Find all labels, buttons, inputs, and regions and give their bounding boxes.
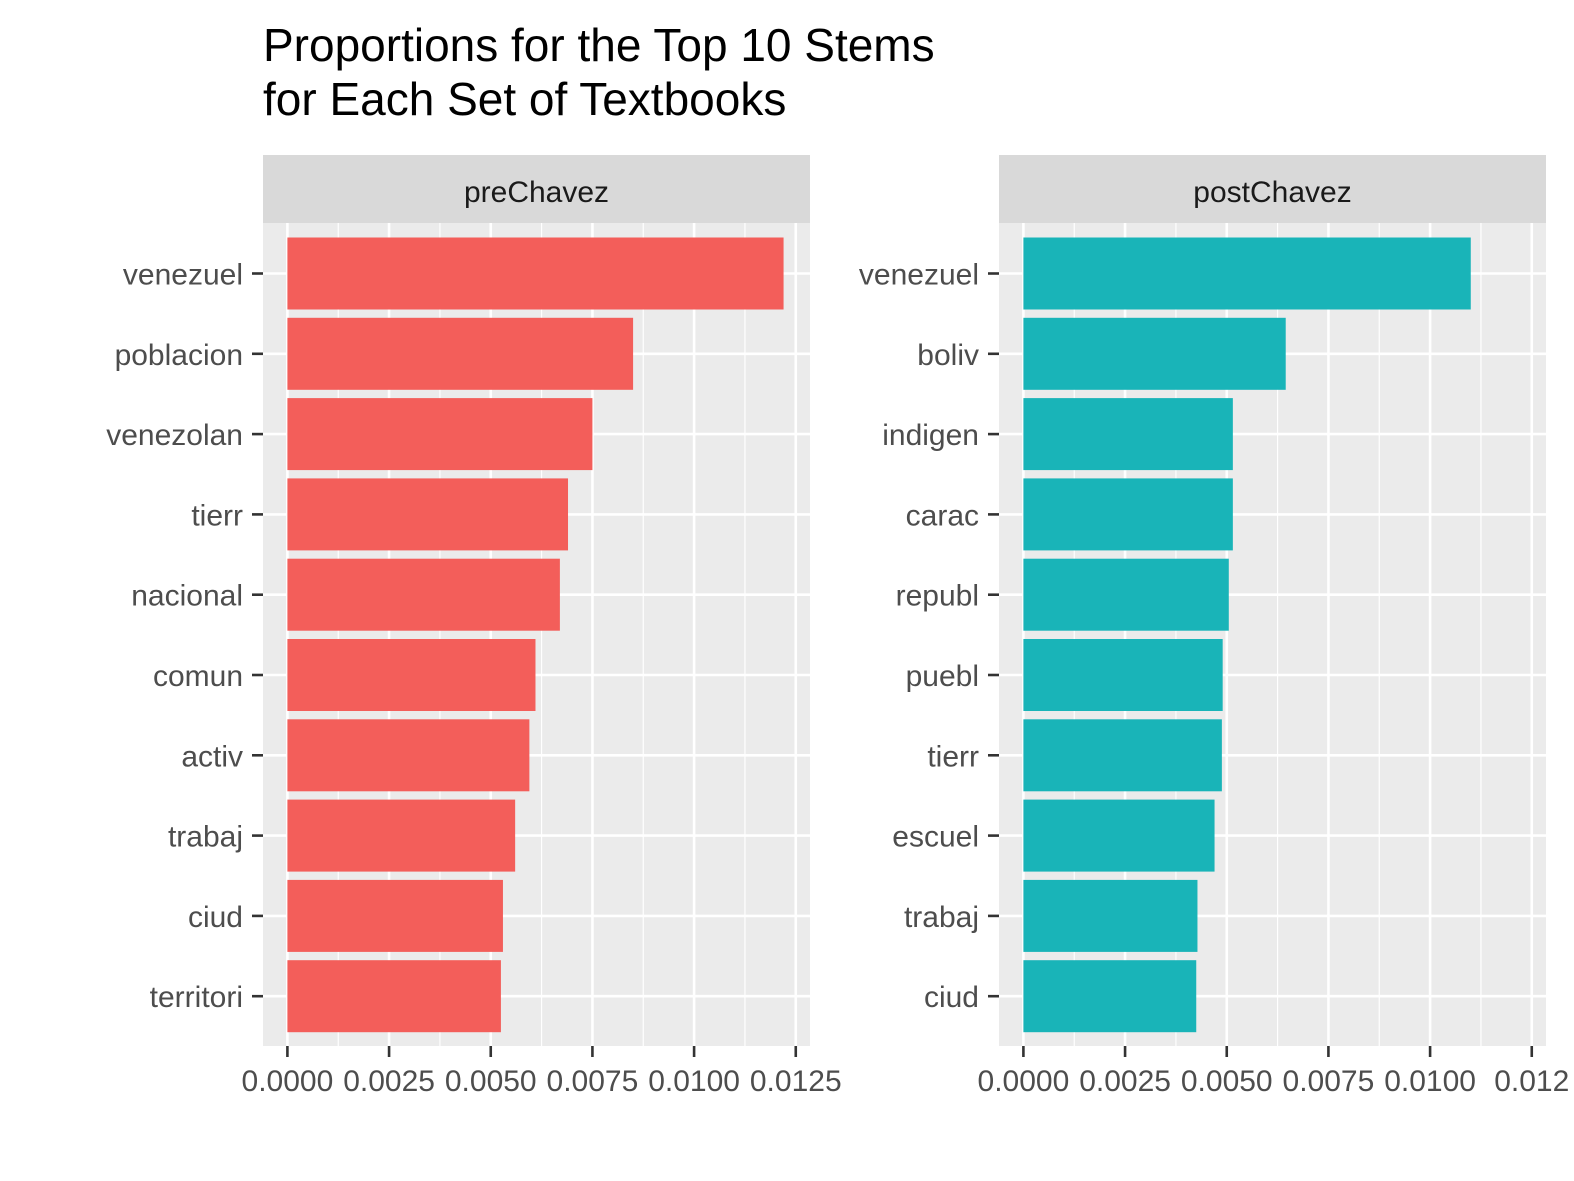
postchavez-bar-boliv xyxy=(1023,317,1286,390)
postchavez-xtick-label: 0.0025 xyxy=(1079,1065,1171,1098)
postchavez-ytick-label: boliv xyxy=(917,339,979,372)
postchavez-bar-venezuel xyxy=(1023,237,1471,310)
postchavez-bar-republ xyxy=(1023,558,1229,631)
prechavez-bar-territori xyxy=(287,960,501,1033)
postchavez-ytick-label: escuel xyxy=(892,821,979,854)
prechavez-ytick-label: tierr xyxy=(191,499,243,532)
prechavez-bar-nacional xyxy=(287,558,560,631)
postchavez-bar-ciud xyxy=(1023,960,1197,1033)
prechavez-ytick-label: nacional xyxy=(131,580,243,613)
prechavez-ytick-label: comun xyxy=(153,660,243,693)
prechavez-ytick-label: activ xyxy=(181,740,243,773)
prechavez-ytick-label: poblacion xyxy=(115,339,243,372)
postchavez-bar-carac xyxy=(1023,478,1233,551)
postchavez-ytick-label: trabaj xyxy=(904,901,979,934)
prechavez-bar-comun xyxy=(287,639,536,711)
prechavez-ytick-label: trabaj xyxy=(168,821,243,854)
postchavez-xtick-label: 0.0100 xyxy=(1384,1065,1476,1098)
chart-title-line-1: Proportions for the Top 10 Stems xyxy=(263,19,935,71)
postchavez-bar-puebl xyxy=(1023,639,1223,711)
chart-title-line-2: for Each Set of Textbooks xyxy=(263,73,787,125)
postchavez-ytick-label: carac xyxy=(906,499,979,532)
postchavez-ytick-label: republ xyxy=(896,580,979,613)
prechavez-xtick-label: 0.0000 xyxy=(242,1065,334,1098)
postchavez-ytick-label: puebl xyxy=(906,660,979,693)
postchavez-xtick-label: 0.0050 xyxy=(1181,1065,1273,1098)
postchavez-xtick-label: 0.012 xyxy=(1494,1065,1569,1098)
prechavez-xtick-label: 0.0050 xyxy=(445,1065,537,1098)
prechavez-xtick-label: 0.0100 xyxy=(648,1065,740,1098)
prechavez-bar-trabaj xyxy=(287,799,516,872)
chart-title: Proportions for the Top 10 Stems for Eac… xyxy=(263,18,935,126)
prechavez-xtick-label: 0.0025 xyxy=(343,1065,435,1098)
postchavez-bar-trabaj xyxy=(1023,879,1198,952)
postchavez-ytick-label: tierr xyxy=(927,740,979,773)
prechavez-bar-poblacion xyxy=(287,317,634,390)
postchavez-bar-escuel xyxy=(1023,799,1215,872)
prechavez-bar-venezuel xyxy=(287,237,784,310)
prechavez-ytick-label: venezolan xyxy=(106,419,243,452)
prechavez-ytick-label: ciud xyxy=(188,901,243,934)
prechavez-xtick-label: 0.0075 xyxy=(547,1065,639,1098)
postchavez-ytick-label: ciud xyxy=(924,981,979,1014)
postchavez-ytick-label: venezuel xyxy=(859,259,979,292)
postchavez-ytick-label: indigen xyxy=(882,419,979,452)
prechavez-bar-venezolan xyxy=(287,398,593,471)
prechavez-ytick-label: territori xyxy=(150,981,243,1014)
postchavez-strip-label: postChavez xyxy=(1193,176,1351,209)
postchavez-xtick-label: 0.0075 xyxy=(1283,1065,1375,1098)
postchavez-strip xyxy=(999,155,1546,223)
prechavez-xtick-label: 0.0125 xyxy=(750,1065,842,1098)
prechavez-strip-label: preChavez xyxy=(464,176,609,209)
prechavez-ytick-label: venezuel xyxy=(123,259,243,292)
postchavez-xtick-label: 0.0000 xyxy=(978,1065,1070,1098)
prechavez-strip xyxy=(263,155,810,223)
prechavez-bar-tierr xyxy=(287,478,569,551)
prechavez-bar-activ xyxy=(287,719,530,792)
postchavez-bar-indigen xyxy=(1023,398,1233,471)
prechavez-bar-ciud xyxy=(287,879,503,952)
postchavez-bar-tierr xyxy=(1023,719,1222,792)
